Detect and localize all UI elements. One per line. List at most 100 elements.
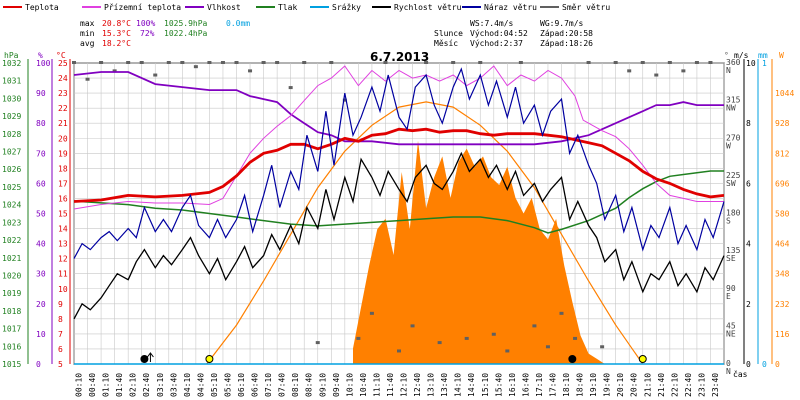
wind-direction-point — [464, 336, 469, 340]
tick-label-celsius: 5 — [58, 360, 63, 369]
sunset-time: Západ:20:58 — [540, 29, 593, 38]
tick-label-compass: E — [726, 292, 731, 301]
x-tick-label: 03:40 — [169, 373, 178, 397]
x-tick-label: 00:40 — [88, 373, 97, 397]
wind-direction-point — [193, 65, 198, 69]
wind-direction-point — [613, 61, 618, 64]
tick-label-celsius: 24 — [58, 74, 68, 83]
legend-label: Náraz větru — [484, 3, 537, 12]
tick-label-ms: 4 — [746, 240, 751, 249]
tick-label-celsius: 19 — [58, 149, 68, 158]
axis-title-mm: mm — [758, 51, 768, 60]
wind-direction-point — [180, 61, 185, 64]
legend-item-rychlost-vetru: Rychlost větru — [372, 3, 462, 12]
wind-direction-point — [397, 349, 401, 353]
x-tick-label: 16:10 — [508, 373, 517, 397]
x-tick-label: 15:40 — [494, 373, 503, 397]
tick-label-celsius: 22 — [58, 104, 68, 113]
tick-label-celsius: 10 — [58, 285, 68, 294]
axis-title-percent: % — [38, 51, 43, 60]
stats-min-label: min — [80, 29, 95, 38]
wind-direction-point — [153, 73, 158, 77]
x-tick-label: 08:40 — [305, 373, 314, 397]
tick-label-hpa: 1024 — [2, 201, 21, 210]
stats-min-pressure: 1022.4hPa — [164, 29, 208, 38]
wind-direction-point — [248, 69, 253, 73]
x-tick-label: 07:10 — [264, 373, 273, 397]
tick-label-hpa: 1032 — [2, 59, 21, 68]
x-tick-label: 11:40 — [386, 373, 395, 397]
x-tick-label: 11:10 — [372, 373, 381, 397]
x-tick-label: 03:10 — [156, 373, 165, 397]
tick-label-percent: 70 — [36, 149, 46, 158]
stats-rain-total: 0.0mm — [226, 19, 250, 28]
tick-label-hpa: 1029 — [2, 112, 21, 121]
wind-direction-point — [505, 349, 510, 353]
tick-label-compass: NE — [726, 329, 736, 338]
wind-direction-point — [275, 61, 280, 64]
wind-direction-point — [586, 61, 591, 64]
wind-direction-point — [573, 336, 578, 340]
tick-label-ms: 8 — [746, 119, 751, 128]
tick-label-hpa: 1018 — [2, 307, 21, 316]
x-tick-label: 23:40 — [711, 373, 720, 397]
sun-marker-icon — [205, 355, 214, 363]
x-axis-title: čas — [733, 369, 748, 379]
plot-area — [72, 61, 725, 365]
x-tick-label: 04:40 — [196, 373, 205, 397]
x-tick-label: 12:40 — [413, 373, 422, 397]
stats-avg-label: avg — [80, 39, 95, 48]
axis-title-celsius: °C — [56, 51, 66, 60]
tick-label-hpa: 1030 — [2, 94, 21, 103]
x-tick-label: 10:10 — [345, 373, 354, 397]
wind-direction-point — [383, 61, 388, 64]
x-tick-label: 22:10 — [670, 373, 679, 397]
x-tick-label: 20:10 — [616, 373, 625, 397]
series-theoretical-radiation — [206, 101, 644, 365]
legend-item-prizemni-teplota: Přízemní teplota — [82, 3, 181, 12]
x-tick-label: 16:40 — [521, 373, 530, 397]
tick-label-hpa: 1021 — [2, 254, 21, 263]
tick-label-percent: 60 — [36, 179, 46, 188]
tick-label-percent: 80 — [36, 119, 46, 128]
x-tick-label: 19:40 — [603, 373, 612, 397]
tick-label-compass: N — [726, 367, 731, 376]
tick-label-ms: 0 — [746, 360, 751, 369]
tick-label-celsius: 7 — [58, 330, 63, 339]
x-tick-label: 18:40 — [576, 373, 585, 397]
x-axis: 00:10 00:40 01:10 01:40 02:10 02:40 03:10 03:40… — [75, 373, 720, 397]
sun-marker-icon — [638, 355, 647, 363]
legend-label: Rychlost větru — [394, 3, 462, 12]
x-tick-label: 13:40 — [440, 373, 449, 397]
tick-label-w: 348 — [775, 270, 790, 279]
tick-label-percent: 0 — [36, 360, 41, 369]
left-axes: 1015101610171018101910201021102210231024… — [2, 59, 71, 369]
series-solar-radiation — [353, 140, 605, 364]
wind-speed-summary: WS:7.4m/s — [470, 19, 514, 28]
tick-label-hpa: 1025 — [2, 183, 21, 192]
x-tick-label: 06:40 — [251, 373, 260, 397]
wind-direction-point — [302, 61, 307, 64]
tick-label-hpa: 1028 — [2, 130, 21, 139]
tick-label-celsius: 25 — [58, 59, 68, 68]
wind-direction-point — [72, 61, 76, 64]
wind-direction-point — [85, 77, 90, 81]
tick-label-w: 0 — [775, 360, 780, 369]
x-tick-label: 13:10 — [427, 373, 436, 397]
wind-direction-point — [342, 98, 347, 102]
tick-label-celsius: 18 — [58, 164, 68, 173]
tick-label-celsius: 6 — [58, 345, 63, 354]
legend: Teplota Přízemní teplota Vlhkost Tlak Sr… — [3, 3, 610, 12]
x-tick-label: 14:10 — [454, 373, 463, 397]
wind-direction-point — [694, 61, 699, 64]
x-tick-label: 20:40 — [630, 373, 639, 397]
tick-label-celsius: 9 — [58, 300, 63, 309]
x-tick-label: 15:10 — [481, 373, 490, 397]
tick-label-w: 464 — [775, 240, 790, 249]
tick-label-celsius: 23 — [58, 89, 68, 98]
legend-label: Vlhkost — [207, 3, 241, 12]
tick-label-percent: 90 — [36, 89, 46, 98]
sunrise-time: Východ:04:52 — [470, 29, 528, 38]
wind-direction-point — [220, 61, 225, 64]
